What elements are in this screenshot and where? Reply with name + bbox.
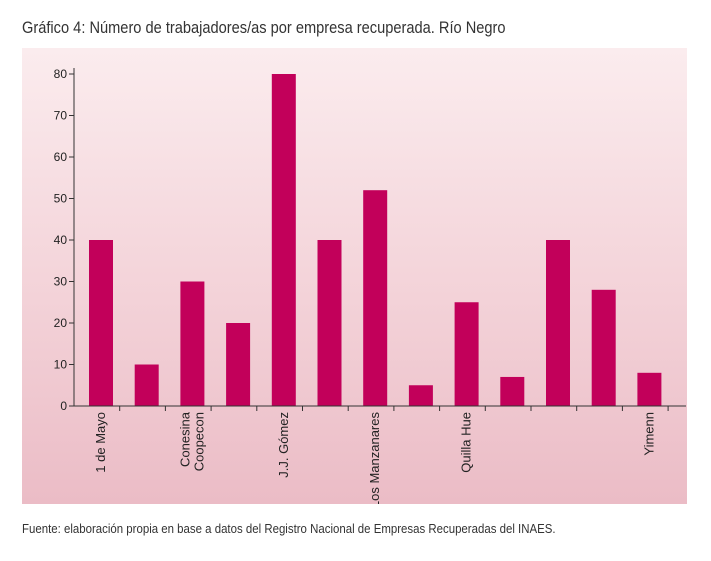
x-category-label: Yimenn bbox=[641, 412, 656, 456]
x-axis: 1 de Mayo Conesina Coopecon J.J. Gómez Los M… bbox=[74, 405, 686, 504]
y-tick-label: 10 bbox=[54, 358, 68, 372]
x-category-label: Los Manzanares bbox=[367, 412, 382, 504]
bar bbox=[500, 376, 525, 406]
x-category-text: Coopecon bbox=[191, 412, 206, 471]
x-category-text: Quilla Hue bbox=[459, 412, 474, 473]
y-tick-label: 0 bbox=[60, 399, 67, 413]
bar bbox=[637, 372, 662, 406]
y-tick-label: 40 bbox=[54, 233, 68, 247]
bar bbox=[271, 74, 296, 406]
bar bbox=[317, 240, 342, 406]
bar bbox=[363, 190, 388, 406]
y-tick-label: 60 bbox=[54, 150, 68, 164]
bar bbox=[454, 302, 479, 406]
chart-title: Gráfico 4: Número de trabajadores/as por… bbox=[22, 18, 506, 37]
x-category-text: 1 de Mayo bbox=[93, 412, 108, 473]
bar bbox=[89, 240, 113, 406]
x-category-label: Conesina Coopecon bbox=[177, 411, 206, 471]
x-category-text: Los Manzanares bbox=[367, 412, 382, 504]
y-tick-label: 80 bbox=[54, 67, 68, 81]
x-category-text: Conesina bbox=[177, 411, 192, 467]
x-category-text: J.J. Gómez bbox=[276, 412, 291, 478]
x-category-label: 1 de Mayo bbox=[93, 412, 108, 473]
y-tick-label: 30 bbox=[54, 275, 68, 289]
y-axis: 0 10 20 30 40 50 60 70 80 bbox=[54, 67, 75, 413]
x-category-text: Yimenn bbox=[641, 412, 656, 456]
bar bbox=[134, 364, 159, 406]
bar bbox=[408, 385, 433, 406]
y-tick-label: 20 bbox=[54, 316, 68, 330]
bar bbox=[180, 281, 205, 406]
bar bbox=[546, 240, 570, 406]
bar bbox=[591, 289, 616, 406]
y-tick-label: 50 bbox=[54, 192, 68, 206]
bar-chart: 0 10 20 30 40 50 60 70 80 1 de Mayo Conesina Coope… bbox=[54, 67, 686, 504]
bar bbox=[226, 323, 251, 406]
x-category-label: J.J. Gómez bbox=[276, 412, 291, 478]
y-tick-label: 70 bbox=[54, 109, 68, 123]
chart-panel: 0 10 20 30 40 50 60 70 80 1 de Mayo Conesina Coope… bbox=[22, 48, 687, 504]
x-category-label: Quilla Hue bbox=[459, 412, 474, 473]
bars bbox=[89, 74, 662, 406]
source-note: Fuente: elaboración propia en base a dat… bbox=[22, 521, 556, 536]
